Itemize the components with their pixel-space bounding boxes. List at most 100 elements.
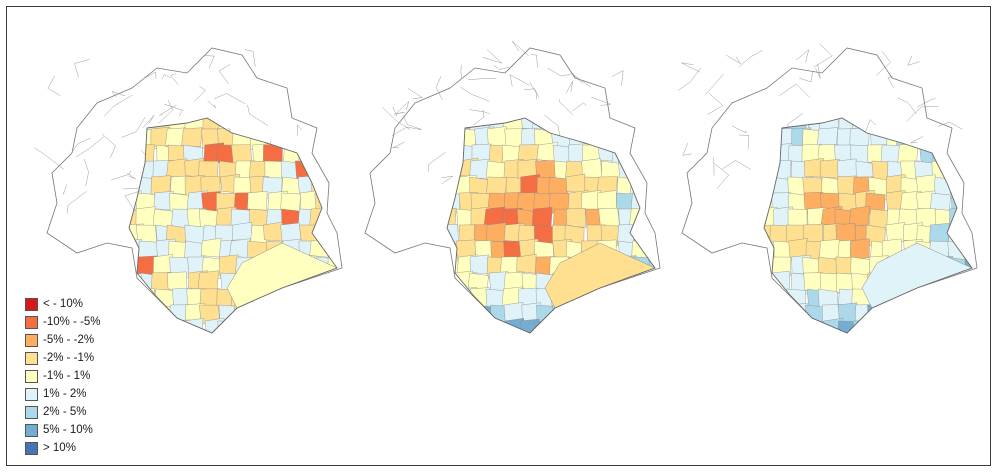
district-polygon — [948, 320, 970, 333]
district-polygon — [534, 320, 556, 333]
district-polygon — [447, 303, 459, 325]
district-polygon — [437, 337, 457, 358]
district-boundary — [218, 64, 231, 84]
district-boundary — [681, 62, 701, 73]
district-polygon — [787, 303, 808, 323]
legend-swatch — [25, 369, 38, 383]
legend-swatch — [25, 423, 38, 437]
district-polygon — [330, 174, 337, 194]
region-boundary — [128, 117, 338, 334]
district-polygon — [250, 320, 271, 333]
district-boundary — [565, 80, 573, 94]
district-boundary — [392, 106, 397, 117]
district-polygon — [521, 337, 541, 357]
district-polygon — [646, 144, 655, 165]
district-polygon — [916, 317, 938, 333]
district-boundary — [529, 82, 538, 99]
district-polygon — [616, 336, 637, 355]
district-boundary — [713, 157, 715, 176]
district-boundary — [460, 64, 462, 79]
district-polygon — [472, 337, 492, 358]
district-polygon — [328, 272, 337, 296]
district-boundary — [571, 72, 592, 88]
district-polygon — [485, 222, 507, 242]
district-boundary — [121, 117, 146, 138]
district-polygon — [849, 238, 870, 260]
district-polygon — [485, 320, 507, 333]
district-polygon — [917, 288, 938, 309]
district-boundary — [203, 55, 215, 68]
district-boundary — [67, 191, 87, 214]
district-polygon — [217, 337, 237, 358]
district-polygon — [883, 304, 903, 328]
district-boundary — [74, 59, 90, 78]
district-polygon — [267, 337, 286, 358]
district-polygon — [849, 205, 870, 227]
district-polygon — [633, 128, 655, 150]
district-polygon — [570, 304, 592, 324]
district-polygon — [646, 304, 655, 329]
district-polygon — [316, 337, 336, 358]
district-polygon — [644, 192, 655, 216]
district-polygon — [931, 288, 953, 312]
district-polygon — [932, 320, 953, 333]
district-polygon — [197, 270, 219, 290]
district-polygon — [634, 142, 655, 163]
district-boundary — [394, 111, 406, 115]
district-polygon — [866, 335, 886, 354]
district-boundary — [159, 104, 177, 116]
district-boundary — [572, 102, 587, 112]
district-boundary — [70, 137, 91, 155]
district-polygon — [769, 303, 790, 325]
district-boundary — [391, 126, 422, 137]
district-boundary — [111, 170, 131, 181]
district-polygon — [836, 320, 858, 333]
district-polygon — [648, 337, 667, 358]
district-boundary — [382, 107, 411, 131]
district-boundary — [482, 49, 503, 64]
district-polygon — [296, 336, 316, 357]
choropleth-map-3 — [672, 33, 992, 343]
district-boundary — [247, 104, 269, 126]
district-polygon — [786, 337, 806, 358]
district-polygon — [900, 337, 920, 358]
district-polygon — [630, 304, 651, 328]
district-polygon — [649, 287, 655, 309]
district-polygon — [772, 319, 794, 333]
district-polygon — [596, 190, 617, 210]
district-polygon — [549, 335, 569, 354]
district-polygon — [570, 337, 591, 358]
legend-item: < - 10% — [25, 295, 101, 313]
district-polygon — [330, 142, 337, 163]
district-polygon — [567, 319, 588, 333]
district-polygon — [181, 127, 203, 147]
district-polygon — [583, 320, 605, 333]
map-legend: < - 10% -10% - -5% -5% - -2% -2% - -1% -… — [25, 295, 101, 457]
district-boundary — [907, 55, 920, 66]
district-polygon — [135, 288, 157, 310]
district-boundary — [704, 73, 724, 96]
choropleth-map-1 — [34, 33, 357, 343]
district-polygon — [646, 320, 655, 333]
district-polygon — [316, 128, 337, 150]
legend-item: 1% - 2% — [25, 385, 101, 403]
district-polygon — [871, 319, 892, 333]
district-polygon — [312, 302, 334, 323]
district-boundary — [815, 63, 821, 79]
district-polygon — [185, 337, 205, 357]
district-polygon — [948, 286, 970, 308]
district-polygon — [229, 238, 251, 258]
legend-label: 2% - 5% — [43, 406, 87, 418]
district-polygon — [964, 285, 972, 307]
district-polygon — [235, 337, 255, 356]
district-polygon — [618, 320, 639, 333]
district-polygon — [315, 144, 336, 167]
district-polygon — [617, 287, 637, 309]
district-boundary — [170, 73, 179, 86]
district-polygon — [755, 337, 774, 358]
district-boundary — [62, 184, 68, 195]
district-polygon — [946, 337, 965, 358]
district-boundary — [435, 76, 443, 100]
district-polygon — [618, 304, 641, 326]
district-polygon — [154, 334, 174, 355]
